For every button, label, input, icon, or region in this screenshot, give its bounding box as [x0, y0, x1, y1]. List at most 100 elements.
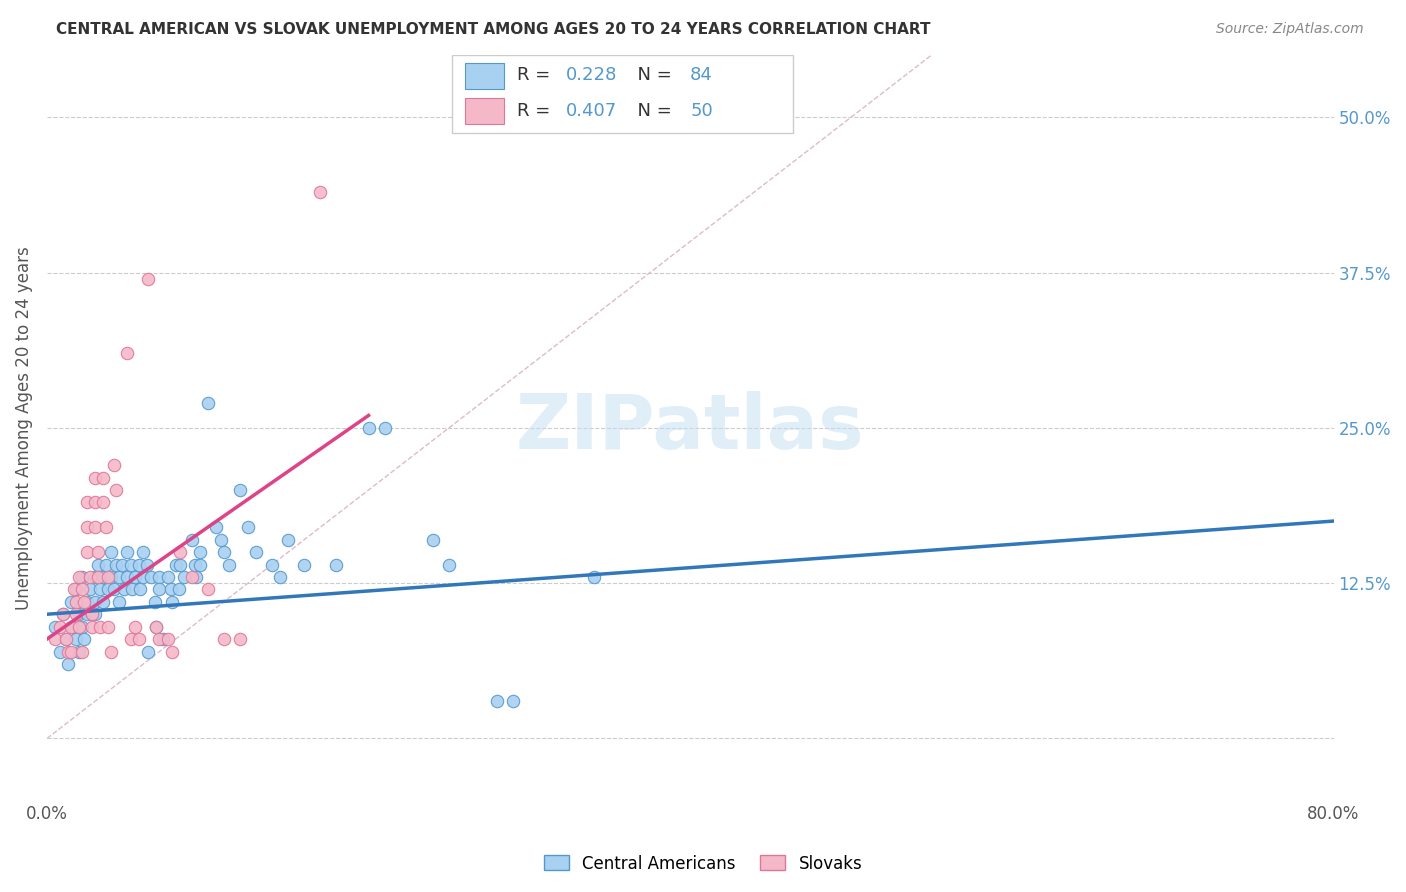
Point [148, 582, 170, 597]
Point [84, 495, 107, 509]
Text: 0.228: 0.228 [565, 66, 617, 84]
Point [212, 632, 235, 646]
Point [80, 607, 103, 622]
Point [44, 632, 66, 646]
Point [156, 570, 179, 584]
Text: Source: ZipAtlas.com: Source: ZipAtlas.com [1216, 22, 1364, 37]
Point [124, 570, 146, 584]
Point [76, 607, 98, 622]
Point [108, 570, 131, 584]
Point [169, 545, 191, 559]
Point [72, 620, 94, 634]
Point [212, 545, 235, 559]
Point [56, 657, 79, 671]
Point [132, 570, 155, 584]
Point [502, 694, 524, 708]
Point [135, 558, 157, 572]
Point [229, 632, 252, 646]
Point [117, 570, 139, 584]
Point [260, 558, 283, 572]
Point [136, 644, 159, 658]
Point [582, 570, 605, 584]
Point [204, 520, 226, 534]
Text: CENTRAL AMERICAN VS SLOVAK UNEMPLOYMENT AMONG AGES 20 TO 24 YEARS CORRELATION CH: CENTRAL AMERICAN VS SLOVAK UNEMPLOYMENT … [56, 22, 931, 37]
Point [292, 558, 315, 572]
Point [55, 632, 77, 646]
Point [97, 582, 120, 597]
Point [60, 595, 83, 609]
Point [84, 607, 107, 622]
Point [84, 520, 107, 534]
Point [67, 620, 90, 634]
Point [91, 495, 114, 509]
Point [60, 644, 83, 658]
Point [437, 558, 460, 572]
FancyBboxPatch shape [453, 55, 793, 134]
Text: ZIPatlas: ZIPatlas [516, 391, 865, 465]
Point [197, 582, 219, 597]
Text: 84: 84 [690, 66, 713, 84]
Point [84, 570, 107, 584]
Point [117, 545, 139, 559]
FancyBboxPatch shape [465, 98, 503, 125]
Point [91, 570, 114, 584]
Point [76, 520, 98, 534]
Point [148, 632, 170, 646]
Point [91, 470, 114, 484]
Point [120, 558, 142, 572]
Point [72, 644, 94, 658]
Point [44, 620, 66, 634]
Point [65, 632, 87, 646]
Point [269, 570, 291, 584]
Point [100, 545, 122, 559]
Point [236, 520, 259, 534]
Point [49, 620, 72, 634]
Point [67, 607, 90, 622]
Point [128, 558, 150, 572]
Y-axis label: Unemployment Among Ages 20 to 24 years: Unemployment Among Ages 20 to 24 years [15, 246, 32, 610]
Point [67, 570, 90, 584]
Point [188, 558, 211, 572]
Point [72, 582, 94, 597]
Point [357, 421, 380, 435]
Text: N =: N = [626, 66, 678, 84]
Point [186, 570, 208, 584]
Text: 0.407: 0.407 [565, 102, 617, 120]
Point [209, 533, 232, 547]
Point [245, 545, 267, 559]
Point [87, 545, 110, 559]
Point [162, 644, 184, 658]
Point [105, 558, 128, 572]
Point [374, 421, 396, 435]
Point [143, 595, 166, 609]
Point [97, 620, 120, 634]
Point [56, 644, 79, 658]
Point [132, 545, 155, 559]
Point [49, 644, 72, 658]
Point [80, 620, 103, 634]
Point [73, 595, 96, 609]
Point [121, 582, 143, 597]
Point [80, 607, 103, 622]
Point [65, 607, 87, 622]
Point [148, 570, 170, 584]
Point [108, 595, 131, 609]
Point [229, 483, 252, 497]
Point [84, 470, 107, 484]
Point [60, 620, 83, 634]
Point [87, 558, 110, 572]
Point [100, 644, 122, 658]
Point [152, 632, 174, 646]
Point [111, 558, 134, 572]
Legend: Central Americans, Slovaks: Central Americans, Slovaks [537, 848, 869, 880]
Point [91, 595, 114, 609]
Point [84, 595, 107, 609]
Point [162, 595, 184, 609]
Point [129, 582, 152, 597]
Point [65, 582, 87, 597]
Point [76, 595, 98, 609]
Point [63, 582, 86, 597]
Point [76, 545, 98, 559]
Point [87, 570, 110, 584]
Point [173, 570, 195, 584]
